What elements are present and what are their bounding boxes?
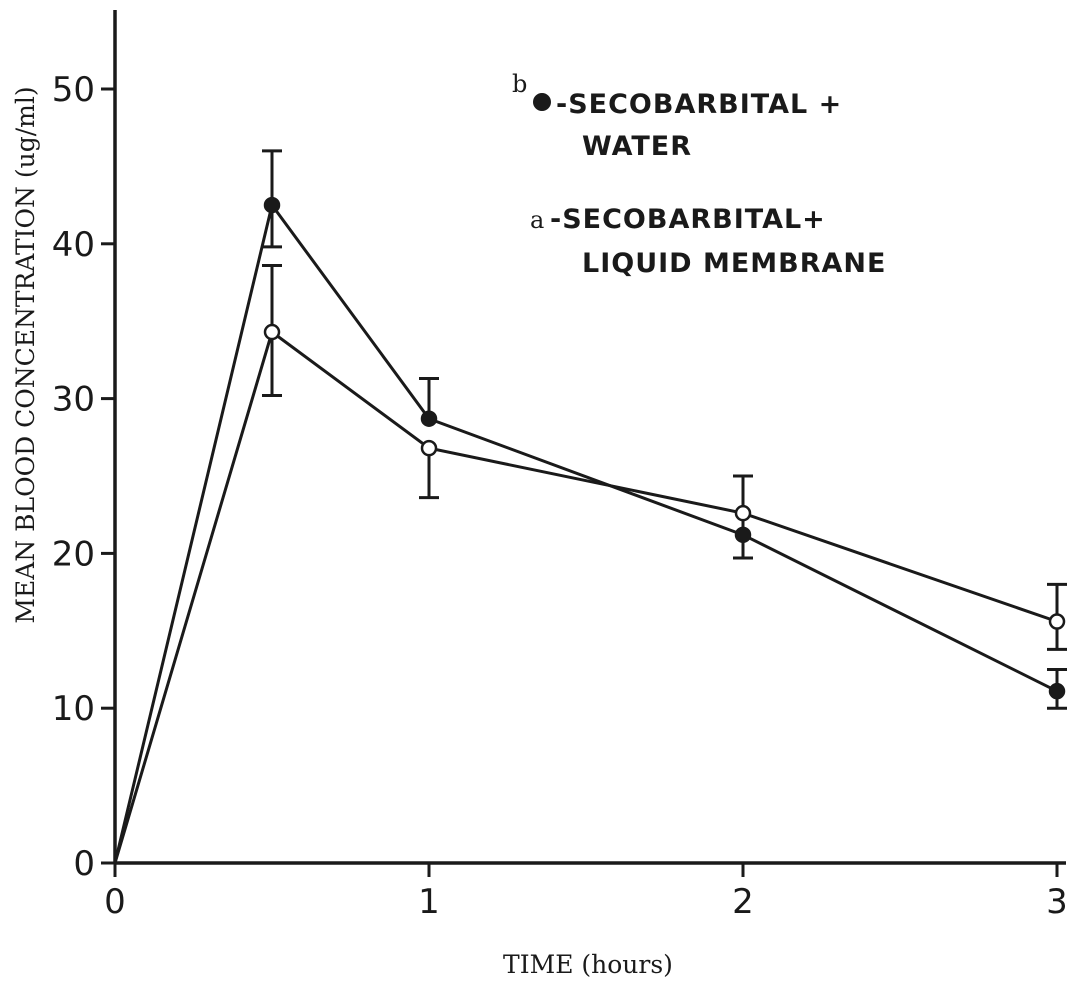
y-axis: 0 10 20 30 40 50	[52, 10, 117, 884]
data-point-filled	[263, 196, 281, 214]
data-point-open	[263, 323, 281, 341]
legend-label-water-line2: WATER	[582, 131, 692, 162]
series-layer	[113, 149, 1067, 864]
x-ticks: 0 1 2 3	[104, 863, 1068, 922]
data-point-filled	[420, 410, 438, 427]
legend-label-membrane-line1: -SECOBARBITAL+	[550, 204, 826, 235]
series-liquid-membrane	[113, 263, 1067, 864]
x-tick-label: 1	[418, 882, 440, 922]
data-point-open	[420, 439, 438, 457]
x-tick-label: 2	[732, 882, 754, 922]
y-tick-label: 0	[73, 844, 95, 884]
y-tick-label: 30	[52, 380, 95, 420]
y-axis-title: MEAN BLOOD CONCENTRATION (ug/ml)	[11, 86, 40, 623]
x-axis-title: TIME (hours)	[503, 950, 673, 979]
x-tick-label: 0	[104, 882, 126, 922]
legend-key-membrane: a	[530, 206, 544, 234]
x-tick-label: 3	[1046, 882, 1068, 922]
y-tick-label: 10	[52, 689, 95, 729]
data-point-filled	[1048, 682, 1066, 700]
y-tick-label: 40	[52, 225, 95, 265]
legend-key-water: b	[512, 70, 527, 98]
data-point-open	[1048, 613, 1066, 630]
y-tick-label: 50	[52, 70, 95, 110]
series-line	[113, 329, 1058, 864]
legend-marker-filled-circle	[533, 93, 551, 111]
x-axis: 0 1 2 3	[104, 861, 1068, 922]
legend-label-water-line1: -SECOBARBITAL +	[556, 89, 842, 120]
series-water	[113, 149, 1067, 864]
data-point-filled	[734, 526, 752, 544]
legend: b -SECOBARBITAL + WATER a -SECOBARBITAL+…	[512, 70, 886, 279]
legend-label-membrane-line2: LIQUID MEMBRANE	[582, 248, 886, 279]
y-ticks: 0 10 20 30 40 50	[52, 70, 115, 884]
data-point-open	[734, 504, 752, 522]
series-line	[113, 201, 1058, 864]
y-tick-label: 20	[52, 534, 95, 574]
